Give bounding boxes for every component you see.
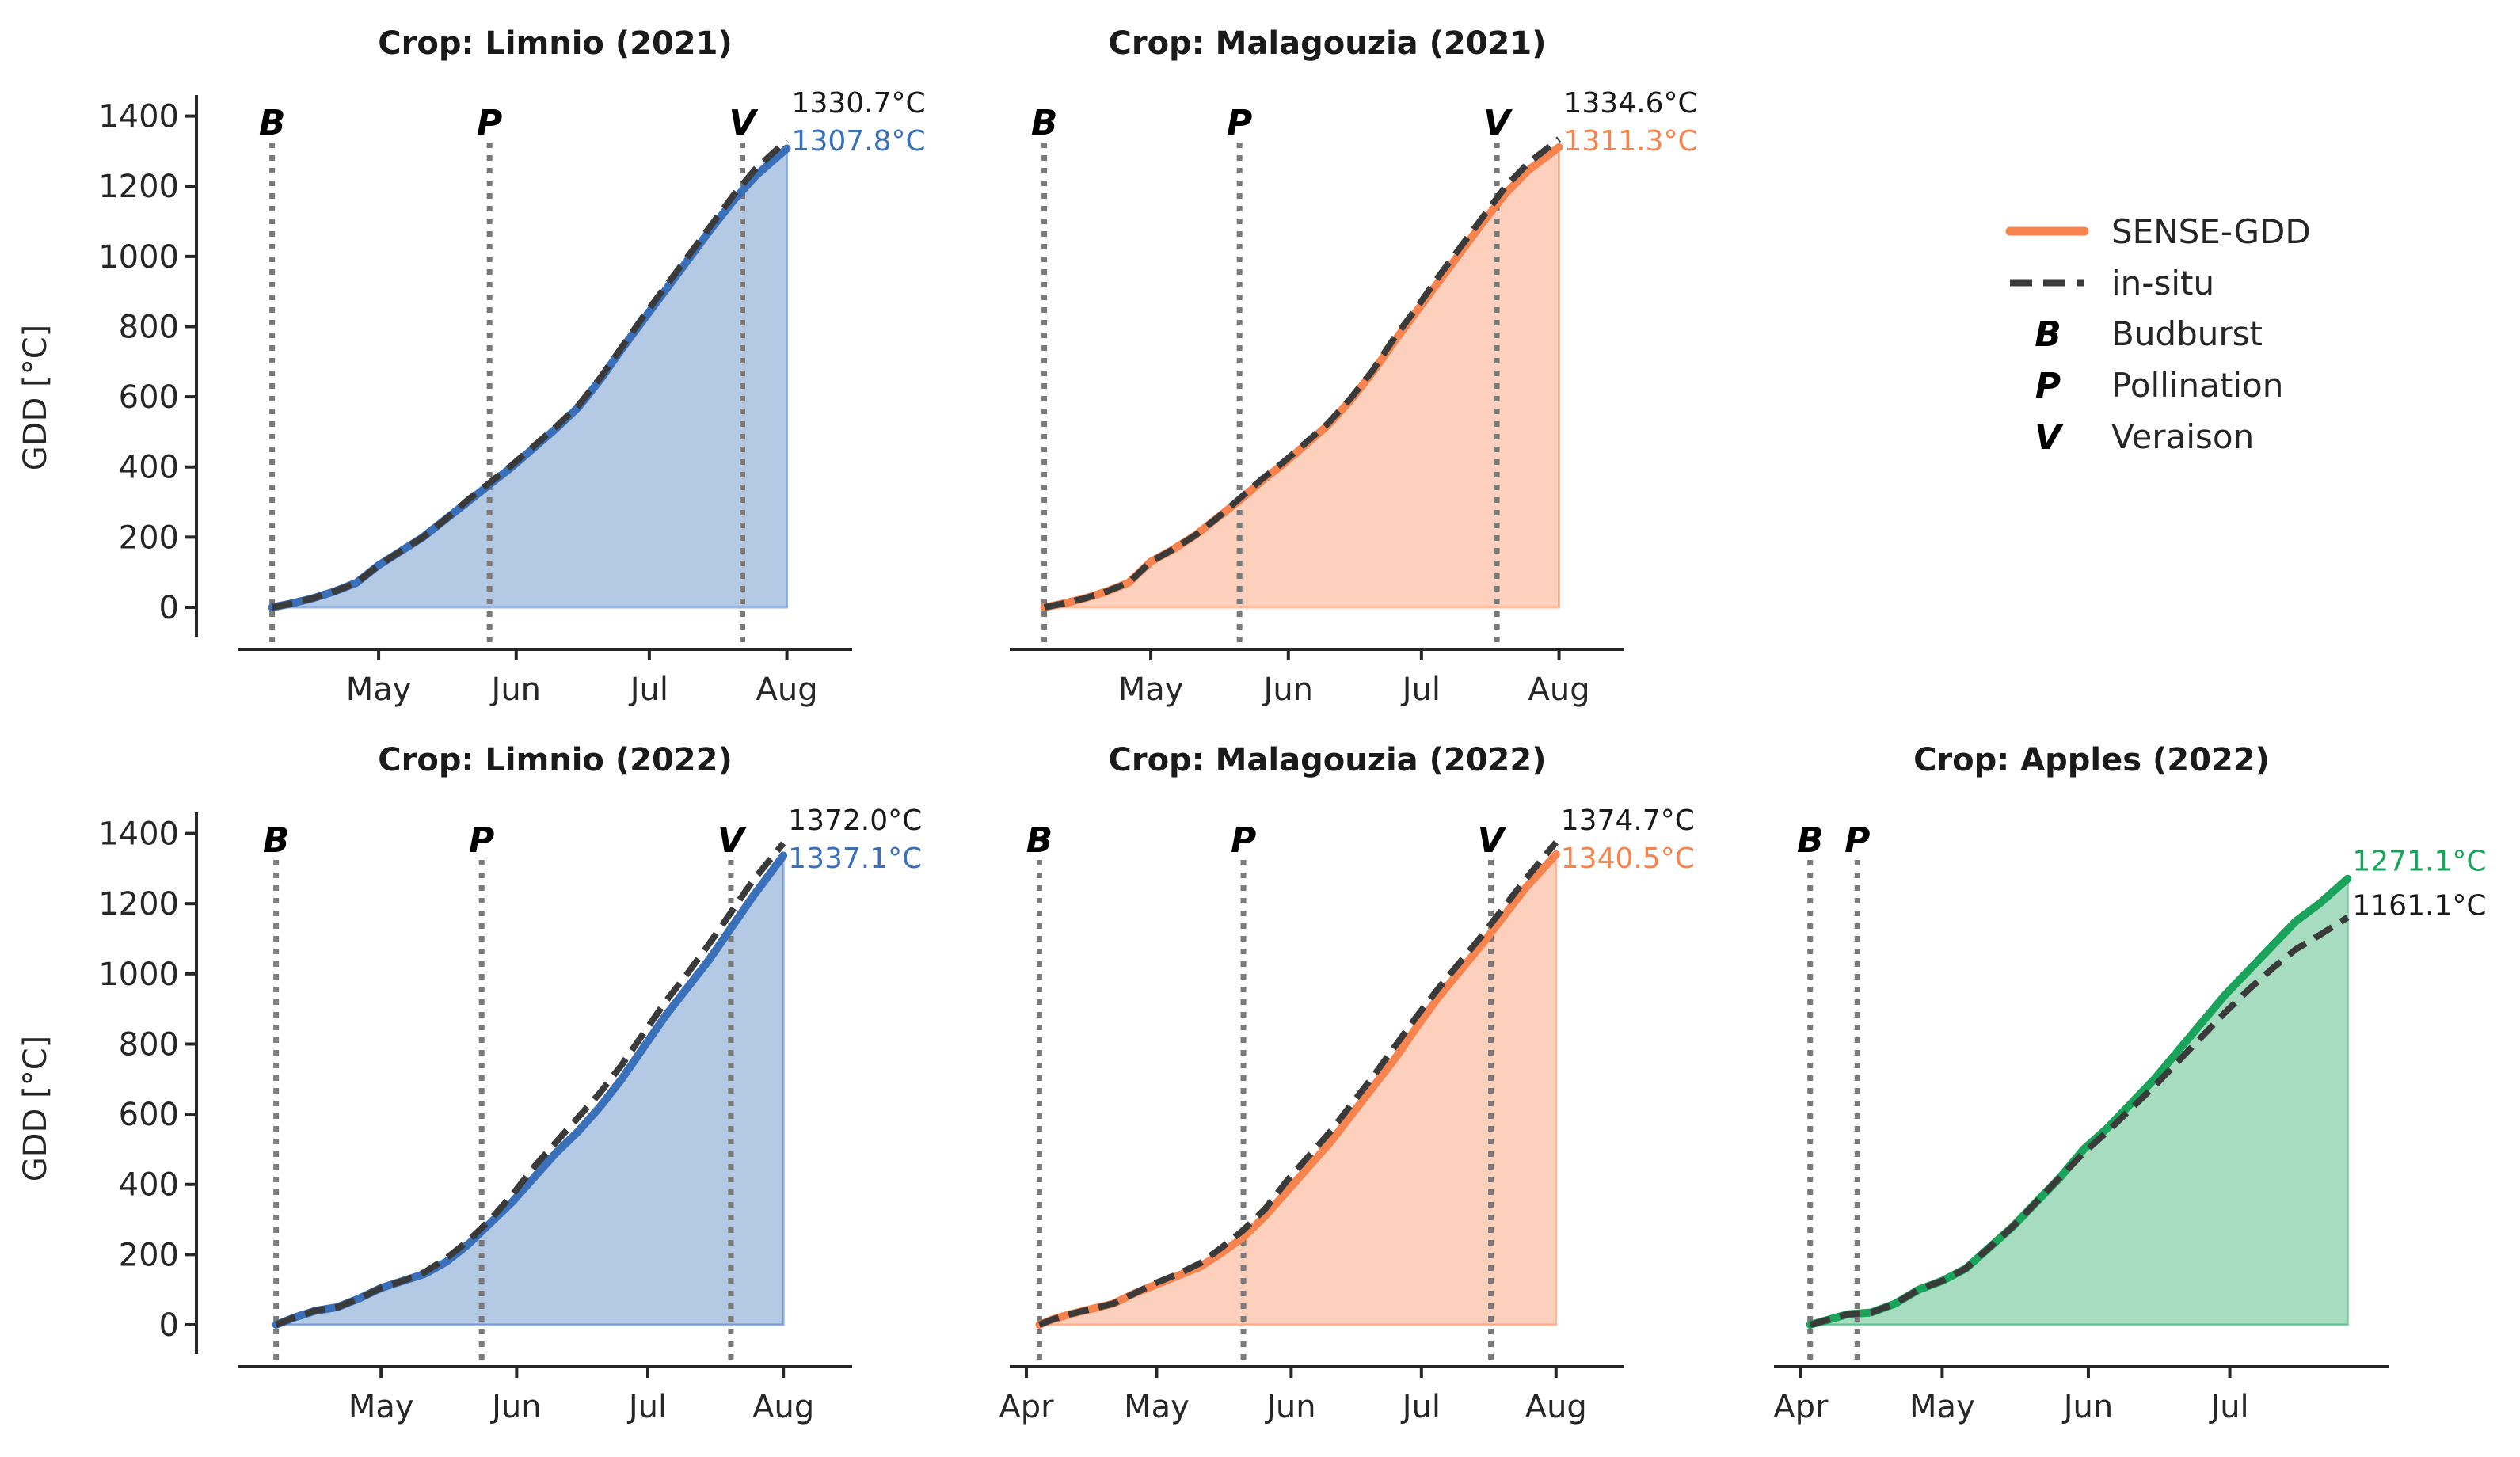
y-tick-label: 200 <box>119 1237 179 1273</box>
x-tick-label: Aug <box>1528 671 1590 708</box>
end-label-in-situ: 1372.0°C <box>788 805 922 837</box>
y-tick-label: 0 <box>159 590 179 626</box>
legend: SENSE-GDD in-situ B Budburst P Pollinati… <box>2005 212 2311 458</box>
y-tick-label: 0 <box>159 1307 179 1344</box>
stage-marker-p: P <box>1227 103 1252 143</box>
stage-marker-v: V <box>729 103 758 143</box>
x-tick-label: May <box>1118 671 1184 708</box>
end-label-sense-gdd: 1340.5°C <box>1561 843 1695 875</box>
in-situ-line <box>271 138 790 611</box>
stage-marker-b: B <box>263 820 290 861</box>
legend-budburst-symbol: B <box>2035 314 2061 355</box>
y-tick-label: 1200 <box>98 886 179 923</box>
x-tick-label: Jun <box>1262 671 1314 708</box>
x-tick-label: Aug <box>752 1389 814 1425</box>
sense-gdd-area <box>1038 851 1558 1326</box>
y-tick-label: 400 <box>119 450 179 486</box>
end-label-sense-gdd: 1271.1°C <box>2352 846 2486 878</box>
stage-marker-p: P <box>477 103 502 143</box>
y-tick-label: 1400 <box>98 99 179 135</box>
stage-marker-v: V <box>1478 820 1507 861</box>
y-tick-label: 1400 <box>98 816 179 853</box>
x-tick-label: May <box>1909 1389 1975 1425</box>
chart-title: Crop: Apples (2022) <box>1913 742 2270 778</box>
y-axis-label-bottom: GDD [°C] <box>17 1036 54 1181</box>
chart-title: Crop: Limnio (2021) <box>378 25 732 62</box>
sense-gdd-line <box>272 851 788 1329</box>
x-tick-label: May <box>348 1389 414 1425</box>
in-situ-line <box>1037 840 1559 1328</box>
x-tick-label: Aug <box>1525 1389 1587 1425</box>
x-tick-label: Jun <box>489 1389 542 1425</box>
in-situ-line <box>1043 136 1562 611</box>
y-tick-label: 600 <box>119 379 179 416</box>
stage-marker-b: B <box>1031 103 1058 143</box>
end-label-in-situ: 1330.7°C <box>792 87 926 120</box>
x-tick-label: Aug <box>756 671 818 708</box>
legend-veraison-symbol: V <box>2035 417 2064 458</box>
end-label-sense-gdd: 1307.8°C <box>792 125 926 158</box>
end-label-sense-gdd: 1311.3°C <box>1564 125 1698 158</box>
y-tick-label: 800 <box>119 1026 179 1063</box>
in-situ-line <box>275 841 786 1328</box>
chart-panel-3: Crop: Limnio (2022) 0 200 400 600 800 1000 1200… <box>98 742 922 1425</box>
end-label-in-situ: 1334.6°C <box>1564 87 1698 120</box>
y-tick-label: 600 <box>119 1097 179 1133</box>
y-tick-label: 800 <box>119 309 179 345</box>
stage-marker-b: B <box>1797 820 1824 861</box>
legend-pollination-label: Pollination <box>2111 366 2283 405</box>
stage-marker-v: V <box>1483 103 1513 143</box>
x-tick-label: Jul <box>1400 671 1441 708</box>
y-tick-label: 400 <box>119 1167 179 1204</box>
legend-sense-gdd-label: SENSE-GDD <box>2111 212 2311 251</box>
end-label-sense-gdd: 1337.1°C <box>788 843 922 875</box>
x-tick-label: Apr <box>999 1389 1054 1425</box>
chart-panel-2: Crop: Malagouzia (2021) May Jun Jul Aug B P V 13… <box>1010 25 1698 708</box>
chart-panels: Crop: Limnio (2021) 0 200 400 600 800 1000 1200… <box>98 25 2486 1425</box>
y-tick-label: 1000 <box>98 957 179 993</box>
stage-marker-v: V <box>718 820 747 861</box>
sense-gdd-area <box>276 851 785 1326</box>
x-tick-label: Jul <box>628 671 668 708</box>
x-tick-label: Jul <box>2208 1389 2248 1425</box>
chart-title: Crop: Limnio (2022) <box>378 742 732 778</box>
stage-marker-b: B <box>1026 820 1053 861</box>
x-tick-label: Jul <box>1400 1389 1441 1425</box>
end-label-in-situ: 1374.7°C <box>1561 805 1695 837</box>
legend-in-situ-label: in-situ <box>2111 264 2214 302</box>
x-tick-label: Jun <box>1264 1389 1316 1425</box>
chart-title: Crop: Malagouzia (2021) <box>1108 25 1546 62</box>
x-tick-label: Jul <box>626 1389 667 1425</box>
y-tick-label: 200 <box>119 519 179 556</box>
sense-gdd-area <box>272 146 789 609</box>
x-tick-label: May <box>1124 1389 1190 1425</box>
legend-budburst-label: Budburst <box>2111 314 2263 353</box>
y-tick-label: 1200 <box>98 169 179 205</box>
legend-veraison-label: Veraison <box>2111 417 2254 456</box>
stage-marker-b: B <box>259 103 286 143</box>
y-axis-label-top: GDD [°C] <box>17 325 54 470</box>
stage-marker-p: P <box>1844 820 1870 861</box>
x-tick-label: Apr <box>1773 1389 1829 1425</box>
chart-panel-4: Crop: Malagouzia (2022) Apr May Jun Jul Aug B P… <box>999 742 1695 1425</box>
chart-panel-5: Crop: Apples (2022) Apr May Jun Jul B P 1271.1°… <box>1773 742 2486 1425</box>
chart-title: Crop: Malagouzia (2022) <box>1108 742 1546 778</box>
x-tick-label: May <box>346 671 412 708</box>
stage-marker-p: P <box>1231 820 1256 861</box>
chart-panel-1: Crop: Limnio (2021) 0 200 400 600 800 1000 1200… <box>98 25 925 708</box>
stage-marker-p: P <box>469 820 494 861</box>
x-tick-label: Jun <box>489 671 542 708</box>
y-tick-label: 1000 <box>98 239 179 276</box>
legend-pollination-symbol: P <box>2035 366 2061 406</box>
x-tick-label: Jun <box>2061 1389 2114 1425</box>
end-label-in-situ: 1161.1°C <box>2352 890 2486 923</box>
in-situ-line <box>1809 915 2350 1328</box>
